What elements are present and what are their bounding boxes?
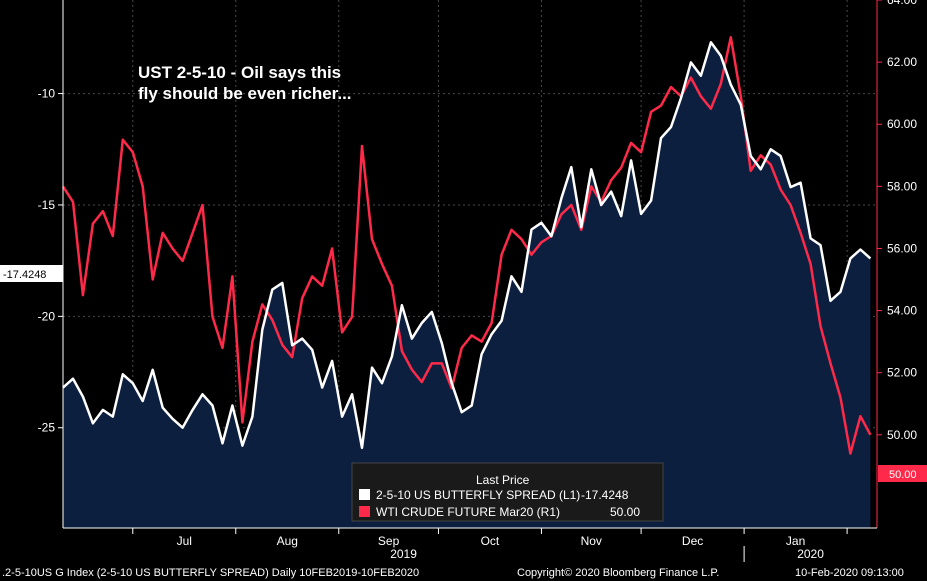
legend-box [351,462,664,522]
x-axis-ticks: Jul Aug Sep Oct Nov Dec Jan 2019 2020 [132,528,848,562]
right-tick-label: 60.00 [887,117,917,131]
x-month-label: Dec [682,534,703,548]
right-tick-label: 54.00 [887,304,917,318]
legend-swatch-butterfly [359,489,370,500]
x-month-label: Jul [177,534,192,548]
right-tick-label: 64.00 [887,0,917,7]
left-tick-label: -20 [38,309,56,323]
right-tick-label: 56.00 [887,241,917,255]
annotation-line-2: fly should be even richer... [138,84,352,103]
x-month-label: Jan [786,534,805,548]
right-tick-label: 52.00 [887,366,917,380]
left-last-value-text: -17.4248 [3,269,46,281]
left-last-value-tag: -17.4248 [0,265,63,282]
legend: Last Price 2-5-10 US BUTTERFLY SPREAD (L… [351,462,664,522]
oil-line [61,36,872,455]
legend-label-oil: WTI CRUDE FUTURE Mar20 (R1) [376,505,560,519]
footer-copyright: Copyright© 2020 Bloomberg Finance L.P. [517,567,719,579]
right-tick-label: 62.00 [887,55,917,69]
legend-title: Last Price [476,473,530,487]
left-axis-ticks: -10 -15 -20 -25 [38,87,63,435]
x-year-label: 2019 [390,547,417,561]
right-tick-label: 58.00 [887,179,917,193]
x-month-label: Aug [277,534,298,548]
x-month-label: Nov [581,534,602,548]
right-axis-ticks: 64.00 62.00 60.00 58.00 56.00 54.00 52.00 50.00 [877,0,917,442]
right-last-value-tag: 50.00 [878,465,927,482]
left-last-value-box [0,265,63,282]
legend-label-butterfly: 2-5-10 US BUTTERFLY SPREAD (L1) [376,488,580,502]
butterfly-area [63,42,871,529]
x-year-label: 2020 [797,547,824,561]
x-month-label: Oct [481,534,500,548]
plot-area [63,42,871,529]
legend-value-butterfly: -17.4248 [581,488,629,502]
footer-index-info: .2-5-10US G Index (2-5-10 US BUTTERFLY S… [2,567,419,579]
right-last-value-text: 50.00 [889,469,917,481]
left-tick-label: -10 [38,87,56,101]
legend-value-oil: 50.00 [610,505,640,519]
series-lines [61,36,872,455]
butterfly-line [62,41,872,450]
footer-timestamp: 10-Feb-2020 09:13:00 [795,567,904,579]
left-tick-label: -15 [38,198,56,212]
x-month-label: Sep [378,534,400,548]
right-tick-label: 50.00 [887,428,917,442]
left-tick-label: -25 [38,421,56,435]
legend-swatch-oil [359,506,370,517]
annotation-line-1: UST 2-5-10 - Oil says this [138,63,341,82]
right-last-value-box [878,465,927,482]
